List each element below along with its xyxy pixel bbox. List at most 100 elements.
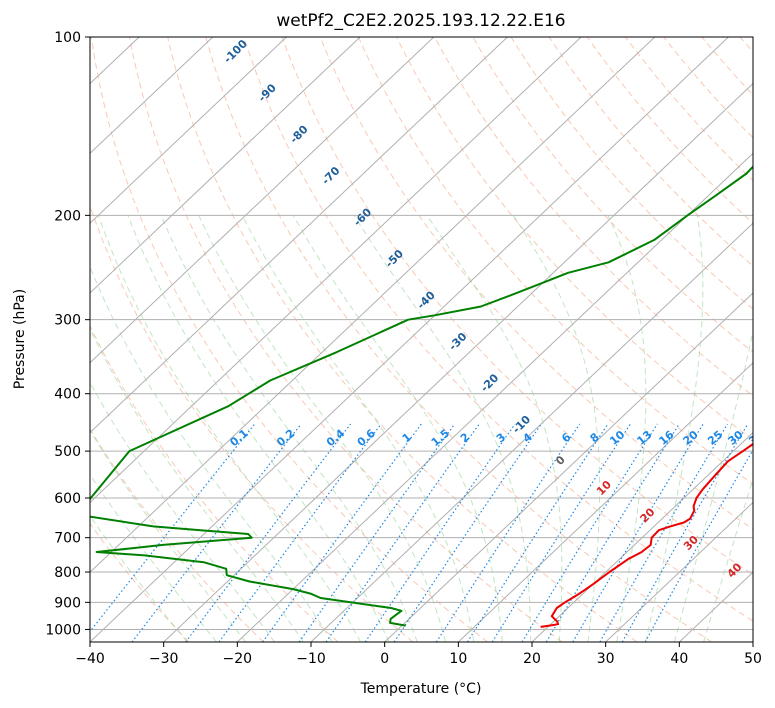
isotherm-line [90,37,435,364]
guide-label-layer: 0.1 0.2 0.4 0.6 1 1.5 2 3 4 6 8 10 13 16 20 25 30 36-100-… [221,37,753,581]
moist-adiabat [97,215,362,642]
mixing-ratio-line [521,423,658,642]
mixing-ratio-label: 0.1 [228,427,251,449]
y-tick-label: 900 [54,595,81,611]
mixing-ratio-label: 25 [705,428,725,448]
x-tick-label: 0 [380,651,389,667]
mixing-ratio-line [435,423,581,642]
isotherm-line [752,641,753,642]
isotherm-label: -10 [510,413,533,436]
dry-adiabat [90,428,264,642]
dry-adiabat [319,37,753,530]
dry-adiabat [586,37,753,224]
moist-adiabat [607,215,647,642]
dry-adiabat [357,37,753,485]
moist-adiabat [160,215,418,642]
axis-layer: −40 −30 −20 −10 0 10 20 30 40 5010020030040050060… [45,30,762,667]
chart-title: wetPf2_C2E2.2025.193.12.22.E16 [276,11,565,31]
moist-adiabat [90,327,304,642]
mixing-ratio-label: 0.2 [274,427,297,449]
x-tick-label: −10 [296,651,326,667]
isotherm-line [605,501,753,642]
mixing-ratio-label: 10 [607,428,627,448]
mixing-ratio-label: 0.4 [324,426,348,449]
mixing-ratio-line [325,423,480,642]
mixing-ratio-label: 1 [400,430,414,445]
x-tick-label: −40 [75,651,105,667]
y-tick-label: 200 [54,208,81,224]
y-tick-label: 300 [54,313,81,329]
isotherm-line [163,82,753,642]
isotherm-line [90,37,656,573]
mixing-ratio-label: 0.6 [355,426,379,449]
moist-adiabat-label: 0 [553,453,568,468]
moist-adiabat [241,215,475,642]
dry-adiabat [472,37,753,353]
y-tick-label: 400 [54,387,81,403]
dry-adiabat [434,37,753,397]
isotherm-line [310,222,753,642]
dry-adiabat [129,37,563,642]
moist-adiabat [426,215,563,642]
x-tick-label: 10 [449,651,467,667]
mixing-ratio-line [466,423,609,642]
dry-adiabat [548,37,753,267]
mixing-ratio-line [262,423,422,642]
isotherm-line [90,37,361,294]
mixing-ratio-line [364,423,516,642]
isotherm-label: -30 [446,330,469,353]
dewpoint-profile-line [90,165,753,627]
isotherm-line [90,37,287,224]
mixing-ratio-line [599,423,729,642]
dry-adiabat [90,522,190,642]
isotherm-label: -40 [415,288,438,311]
dry-adiabat [90,204,414,642]
mixing-ratio-label: 16 [656,428,676,448]
isotherm-label: -50 [383,247,406,270]
isotherm-label: -80 [287,123,310,146]
mixing-ratio-line [545,423,680,642]
isotherm-line [678,571,753,642]
moist-adiabat [703,477,753,642]
temperature-profile-line [540,442,753,628]
mixing-ratio-line [491,423,631,642]
mixing-ratio-line [131,423,302,642]
y-axis-label: Pressure (hPa) [12,289,28,389]
mixing-ratio-label: 13 [634,428,654,448]
x-tick-label: 50 [744,651,762,667]
moist-adiabat [90,265,333,642]
isotherm-line [90,37,582,504]
mixing-ratio-label: 1.5 [429,427,452,449]
dry-adiabat [243,37,753,622]
y-tick-label: 100 [54,30,81,46]
isotherm-line [236,152,753,642]
isotherm-label: -90 [256,81,279,104]
mixing-ratio-line [644,448,753,642]
mixing-ratio-label: 2 [458,430,472,445]
y-tick-label: 1000 [45,622,81,638]
moist-adiabat [353,215,532,642]
mixing-ratio-label: 30 [726,428,746,448]
moist-adiabat [645,215,704,642]
dry-adiabat [167,37,638,642]
x-tick-label: 30 [597,651,615,667]
grid-layer [0,37,753,642]
isotherm-line [384,292,753,642]
isotherm-line [0,37,65,642]
x-axis-label: Temperature (°C) [360,681,482,697]
x-tick-label: −30 [149,651,179,667]
y-tick-label: 800 [54,565,81,581]
moist-adiabat [674,328,753,642]
mixing-ratio-line [298,423,456,642]
x-tick-label: −20 [223,651,253,667]
dry-adiabat [625,37,753,182]
y-tick-label: 500 [54,444,81,460]
moist-adiabat [90,473,217,642]
dry-adiabat [90,324,339,642]
dry-adiabat [739,37,753,53]
x-tick-label: 20 [523,651,541,667]
moist-adiabat-label: 30 [681,533,701,553]
mixing-ratio-line [185,423,352,642]
moist-adiabat-label: 10 [594,478,614,498]
isotherm-line [90,37,729,642]
